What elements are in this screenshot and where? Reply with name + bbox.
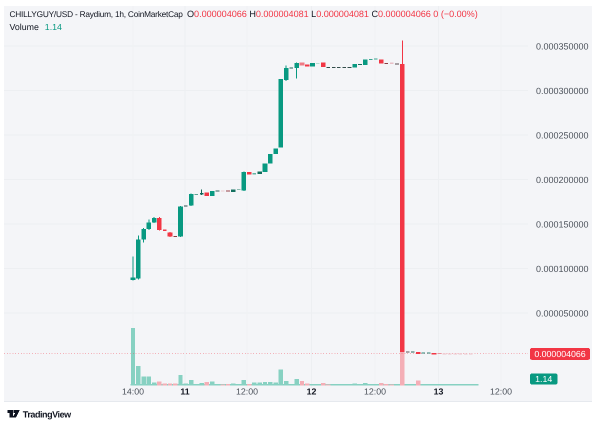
svg-text:12:00: 12:00 xyxy=(490,387,512,397)
svg-text:CHILLYGUY/USD - Raydium, 1h, C: CHILLYGUY/USD - Raydium, 1h, CoinMarketC… xyxy=(10,9,184,19)
svg-text:12: 12 xyxy=(307,387,317,397)
svg-text:0.000050000: 0.000050000 xyxy=(536,308,589,318)
svg-text:1.14: 1.14 xyxy=(535,374,552,384)
svg-text:13: 13 xyxy=(434,387,444,397)
svg-text:0.000150000: 0.000150000 xyxy=(536,219,589,229)
svg-text:0.000250000: 0.000250000 xyxy=(536,130,589,140)
svg-text:12:00: 12:00 xyxy=(364,387,386,397)
svg-text:14:00: 14:00 xyxy=(122,387,144,397)
svg-text:0.000004066: 0.000004066 xyxy=(534,349,585,359)
svg-text:0.000100000: 0.000100000 xyxy=(536,264,589,274)
svg-text:Volume: Volume xyxy=(10,22,39,32)
svg-text:11: 11 xyxy=(180,387,189,397)
svg-text:1.14: 1.14 xyxy=(45,22,62,32)
svg-text:12:00: 12:00 xyxy=(236,387,258,397)
svg-text:0.000350000: 0.000350000 xyxy=(536,41,589,51)
svg-text:0.000200000: 0.000200000 xyxy=(536,175,589,185)
svg-text:TradingView: TradingView xyxy=(23,410,72,420)
svg-text:O0.000004066 H0.000004081 L0.0: O0.000004066 H0.000004081 L0.000004081 C… xyxy=(187,9,478,19)
svg-text:0.000300000: 0.000300000 xyxy=(536,86,589,96)
